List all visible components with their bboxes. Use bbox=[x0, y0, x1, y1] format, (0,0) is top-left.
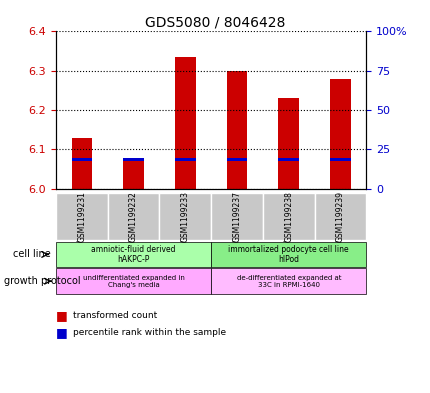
Text: undifferentiated expanded in
Chang's media: undifferentiated expanded in Chang's med… bbox=[83, 275, 184, 288]
Text: growth protocol: growth protocol bbox=[4, 276, 81, 286]
Text: percentile rank within the sample: percentile rank within the sample bbox=[73, 328, 226, 336]
Bar bbox=[123, 161, 144, 189]
Text: transformed count: transformed count bbox=[73, 311, 157, 320]
Text: de-differentiated expanded at
33C in RPMI-1640: de-differentiated expanded at 33C in RPM… bbox=[236, 275, 340, 288]
Text: immortalized podocyte cell line
hIPod: immortalized podocyte cell line hIPod bbox=[228, 245, 348, 264]
Text: amniotic-fluid derived
hAKPC-P: amniotic-fluid derived hAKPC-P bbox=[91, 245, 175, 264]
Bar bbox=[278, 98, 298, 189]
Text: GDS5080 / 8046428: GDS5080 / 8046428 bbox=[145, 16, 285, 30]
Bar bbox=[175, 158, 195, 161]
Bar bbox=[71, 158, 92, 161]
Bar bbox=[278, 158, 298, 161]
Text: GSM1199238: GSM1199238 bbox=[284, 191, 292, 242]
Bar bbox=[329, 79, 350, 189]
Text: GSM1199232: GSM1199232 bbox=[129, 191, 138, 242]
Text: ■: ■ bbox=[56, 325, 68, 339]
Text: GSM1199233: GSM1199233 bbox=[181, 191, 189, 242]
Text: GSM1199239: GSM1199239 bbox=[335, 191, 344, 242]
Text: GSM1199231: GSM1199231 bbox=[77, 191, 86, 242]
Bar bbox=[71, 138, 92, 189]
Bar bbox=[226, 158, 247, 161]
Text: ■: ■ bbox=[56, 309, 68, 322]
Bar bbox=[123, 158, 144, 161]
Bar bbox=[329, 158, 350, 161]
Bar bbox=[175, 57, 195, 189]
Text: cell line: cell line bbox=[13, 250, 51, 259]
Text: GSM1199237: GSM1199237 bbox=[232, 191, 241, 242]
Bar bbox=[226, 71, 247, 189]
